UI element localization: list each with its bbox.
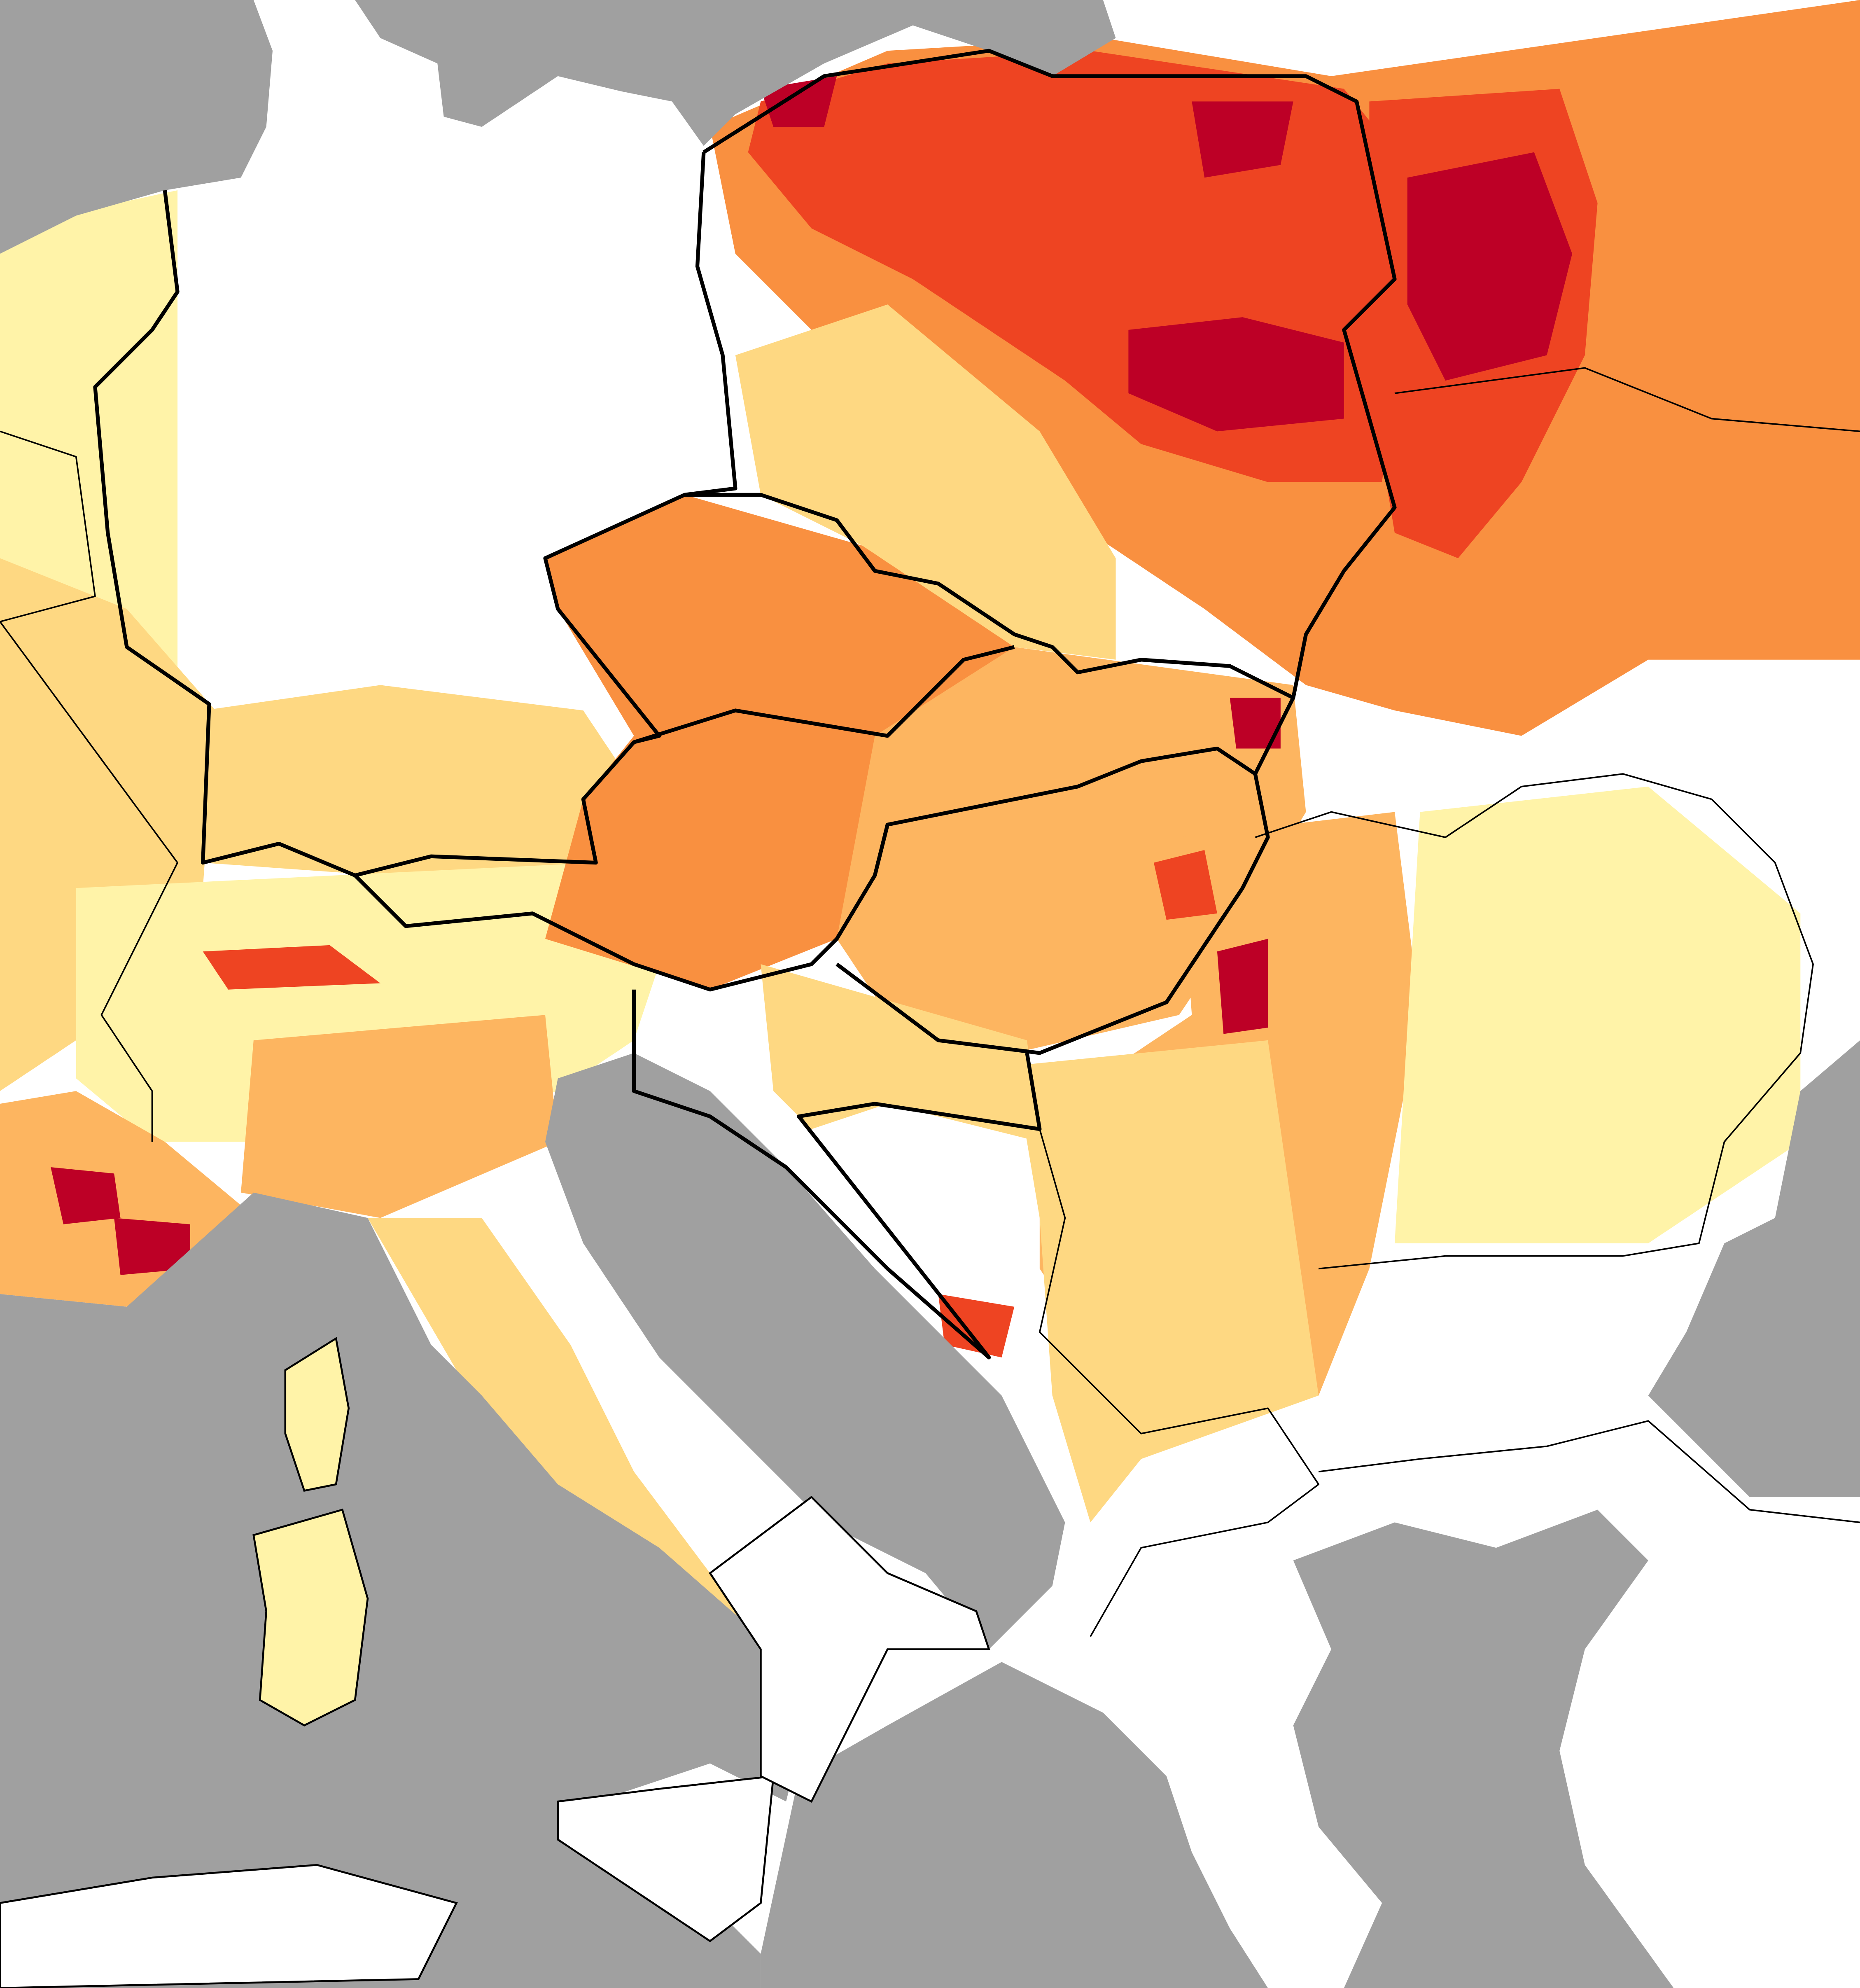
dark-core-4	[1192, 101, 1293, 178]
czech-austria	[545, 495, 1015, 990]
sicily	[557, 1775, 775, 1942]
ukraine-border	[1394, 367, 1860, 432]
riviera-dark	[114, 1218, 190, 1275]
po-valley	[241, 1015, 558, 1218]
romania-border	[1255, 773, 1814, 1270]
austria-border	[353, 824, 889, 992]
border-layer	[0, 49, 1860, 1637]
hungary-red	[1153, 850, 1217, 920]
west-zone	[0, 558, 216, 1091]
island-layer	[0, 1337, 990, 1988]
south-germany	[203, 685, 634, 876]
tyrrhenian-sea	[0, 1192, 799, 1988]
poland-border	[702, 49, 1397, 876]
black-sea	[1648, 1040, 1860, 1497]
sardinia	[252, 1508, 369, 1726]
north-sea	[0, 0, 273, 254]
dark-core-5	[1217, 939, 1268, 1034]
france-borders	[0, 430, 178, 1142]
france-dark	[51, 1167, 121, 1224]
adriatic-sea	[545, 1053, 1065, 1649]
montenegro-red	[938, 1294, 1015, 1358]
slovenia-croatia	[632, 989, 1042, 1360]
africa	[0, 1864, 458, 1988]
hungary-border	[835, 773, 1270, 1055]
aegean-sea	[1293, 1509, 1674, 1988]
thin-borders	[1039, 1129, 1320, 1637]
corsica	[284, 1337, 350, 1492]
italy-south	[709, 1495, 990, 1803]
baltic-sea	[285, 0, 1116, 146]
czech-south	[633, 645, 1015, 744]
dark-core-2	[1128, 317, 1344, 432]
ionian-sea	[761, 1662, 1268, 1988]
alps-red	[203, 945, 380, 990]
dark-core-6	[1230, 698, 1281, 749]
germany-border	[93, 152, 737, 878]
czech-border	[684, 493, 1294, 700]
croatia	[761, 964, 1040, 1142]
dark-core-1	[1407, 152, 1573, 381]
bulgaria-border	[1319, 1420, 1860, 1523]
balkans	[1014, 1040, 1319, 1523]
poland-west	[735, 304, 1116, 660]
romania-east	[1394, 786, 1801, 1243]
heat-layer	[0, 0, 1860, 1687]
